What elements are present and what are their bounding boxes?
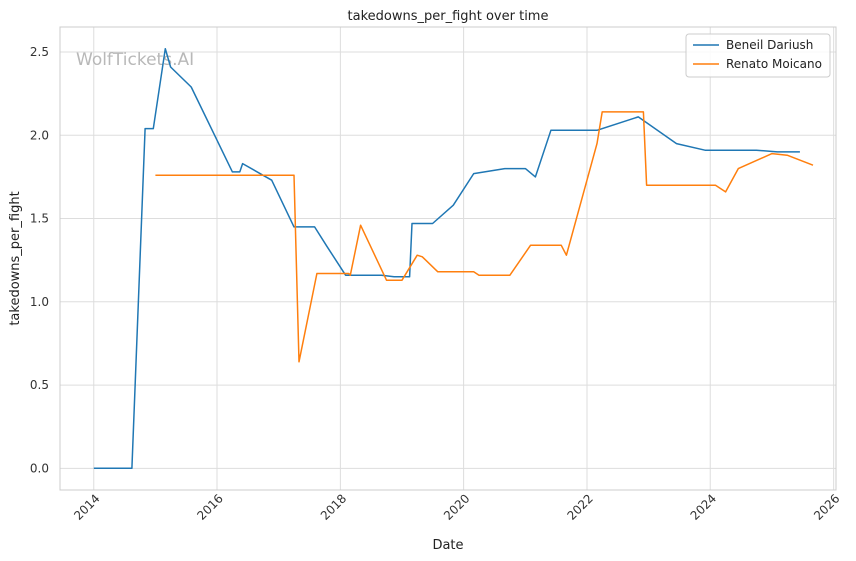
y-tick-label: 1.0	[30, 295, 49, 309]
legend-box	[685, 33, 831, 78]
legend-label-2: Renato Moicano	[726, 57, 822, 71]
legend: Beneil Dariush Renato Moicano	[685, 33, 831, 78]
legend-label-1: Beneil Dariush	[726, 38, 813, 52]
series-line-2	[155, 111, 814, 363]
chart-title: takedowns_per_fight over time	[348, 9, 549, 24]
y-axis-ticks: 0.0 0.5 1.0 1.5 2.0 2.5	[30, 45, 49, 475]
x-axis-label: Date	[432, 538, 463, 553]
y-tick-label: 2.0	[30, 128, 49, 142]
watermark: WolfTickets.AI	[76, 50, 194, 70]
plot-frame	[59, 26, 837, 491]
y-tick-label: 0.5	[30, 378, 49, 392]
y-tick-label: 0.0	[30, 461, 49, 475]
y-tick-label: 1.5	[30, 212, 49, 226]
y-tick-label: 2.5	[30, 45, 49, 59]
series-lines	[93, 47, 814, 470]
series-line-1	[93, 47, 800, 470]
y-axis-label: takedowns_per_fight	[8, 191, 23, 325]
